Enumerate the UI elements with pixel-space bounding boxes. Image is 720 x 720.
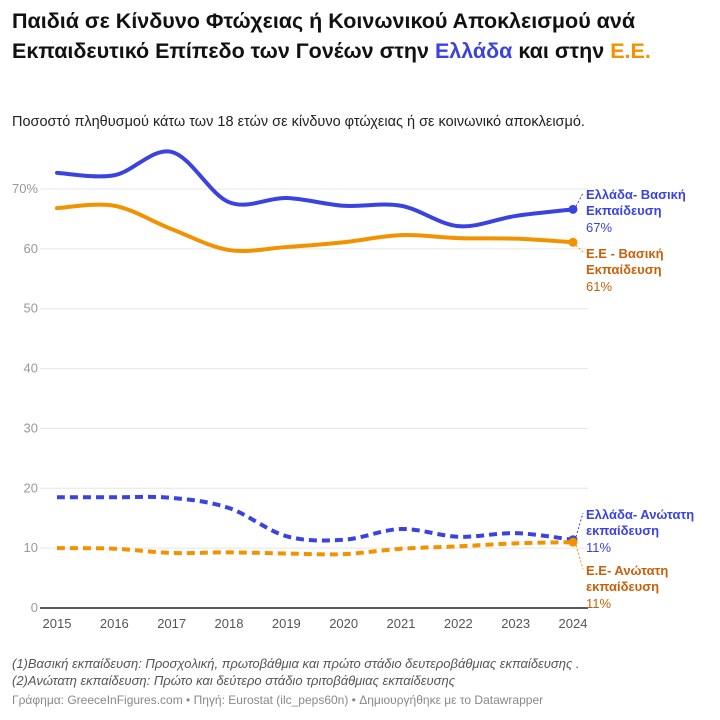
x-tick-label: 2017: [157, 616, 186, 631]
credit-line: Γράφημα: GreeceInFigures.com • Πηγή: Eur…: [12, 693, 544, 707]
series-line: [55, 149, 575, 229]
series-end-value: 61%: [586, 279, 612, 294]
label-connector: [575, 545, 584, 570]
y-tick-label: 40: [24, 361, 38, 376]
x-tick-label: 2015: [43, 616, 72, 631]
series-end-value: 11%: [586, 540, 611, 555]
x-tick-label: 2020: [329, 616, 358, 631]
chart-subtitle: Ποσοστό πληθυσμού κάτω των 18 ετών σε κί…: [12, 114, 585, 130]
title-eu: Ε.Ε.: [610, 39, 651, 63]
series-end-point: [568, 237, 578, 247]
series-line: [55, 202, 575, 254]
series-end-value: 11%: [586, 596, 611, 611]
x-tick-label: 2024: [559, 616, 588, 631]
y-tick-label: 70%: [12, 181, 38, 196]
series-end-value: 67%: [586, 220, 612, 235]
y-tick-label: 0: [31, 600, 38, 615]
x-tick-label: 2018: [215, 616, 244, 631]
y-tick-label: 60: [24, 241, 38, 256]
x-tick-label: 2016: [100, 616, 129, 631]
footnote-1: (1)Βασική εκπαίδευση: Προσχολική, πρωτοβ…: [12, 656, 580, 671]
x-tick-label: 2023: [501, 616, 530, 631]
series-label: Ελλάδα- Ανώτατη εκπαίδευση: [586, 507, 694, 538]
title-text-2: και στην: [512, 39, 611, 63]
footnote-2: (2)Ανώτατη εκπαίδευση: Πρώτο και δεύτερο…: [12, 673, 456, 688]
series-label: Ε.Ε- Ανώτατη εκπαίδευση: [586, 563, 668, 594]
series-label: Ε.Ε - Βασική Εκπαίδευση: [586, 246, 664, 277]
x-tick-label: 2022: [444, 616, 473, 631]
y-tick-label: 10: [24, 540, 38, 555]
footnotes: (1)Βασική εκπαίδευση: Προσχολική, πρωτοβ…: [12, 655, 580, 689]
y-tick-label: 30: [24, 420, 38, 435]
series-end-point: [568, 537, 578, 547]
label-connector: [575, 244, 584, 253]
label-connector: [575, 192, 584, 207]
series-label: Ελλάδα- Βασική Εκπαίδευση: [586, 187, 686, 218]
chart-title: Παιδιά σε Κίνδυνο Φτώχειας ή Κοινωνικού …: [12, 6, 712, 66]
series-end-point: [568, 204, 578, 214]
x-tick-label: 2021: [387, 616, 416, 631]
label-connector: [575, 512, 584, 537]
y-tick-label: 20: [24, 480, 38, 495]
series-line: [56, 540, 574, 557]
series-line: [56, 494, 574, 543]
title-greece: Ελλάδα: [434, 39, 513, 63]
x-tick-label: 2019: [272, 616, 301, 631]
title-text: Παιδιά σε Κίνδυνο Φτώχειας ή Κοινωνικού …: [12, 9, 636, 63]
y-tick-label: 50: [24, 301, 38, 316]
